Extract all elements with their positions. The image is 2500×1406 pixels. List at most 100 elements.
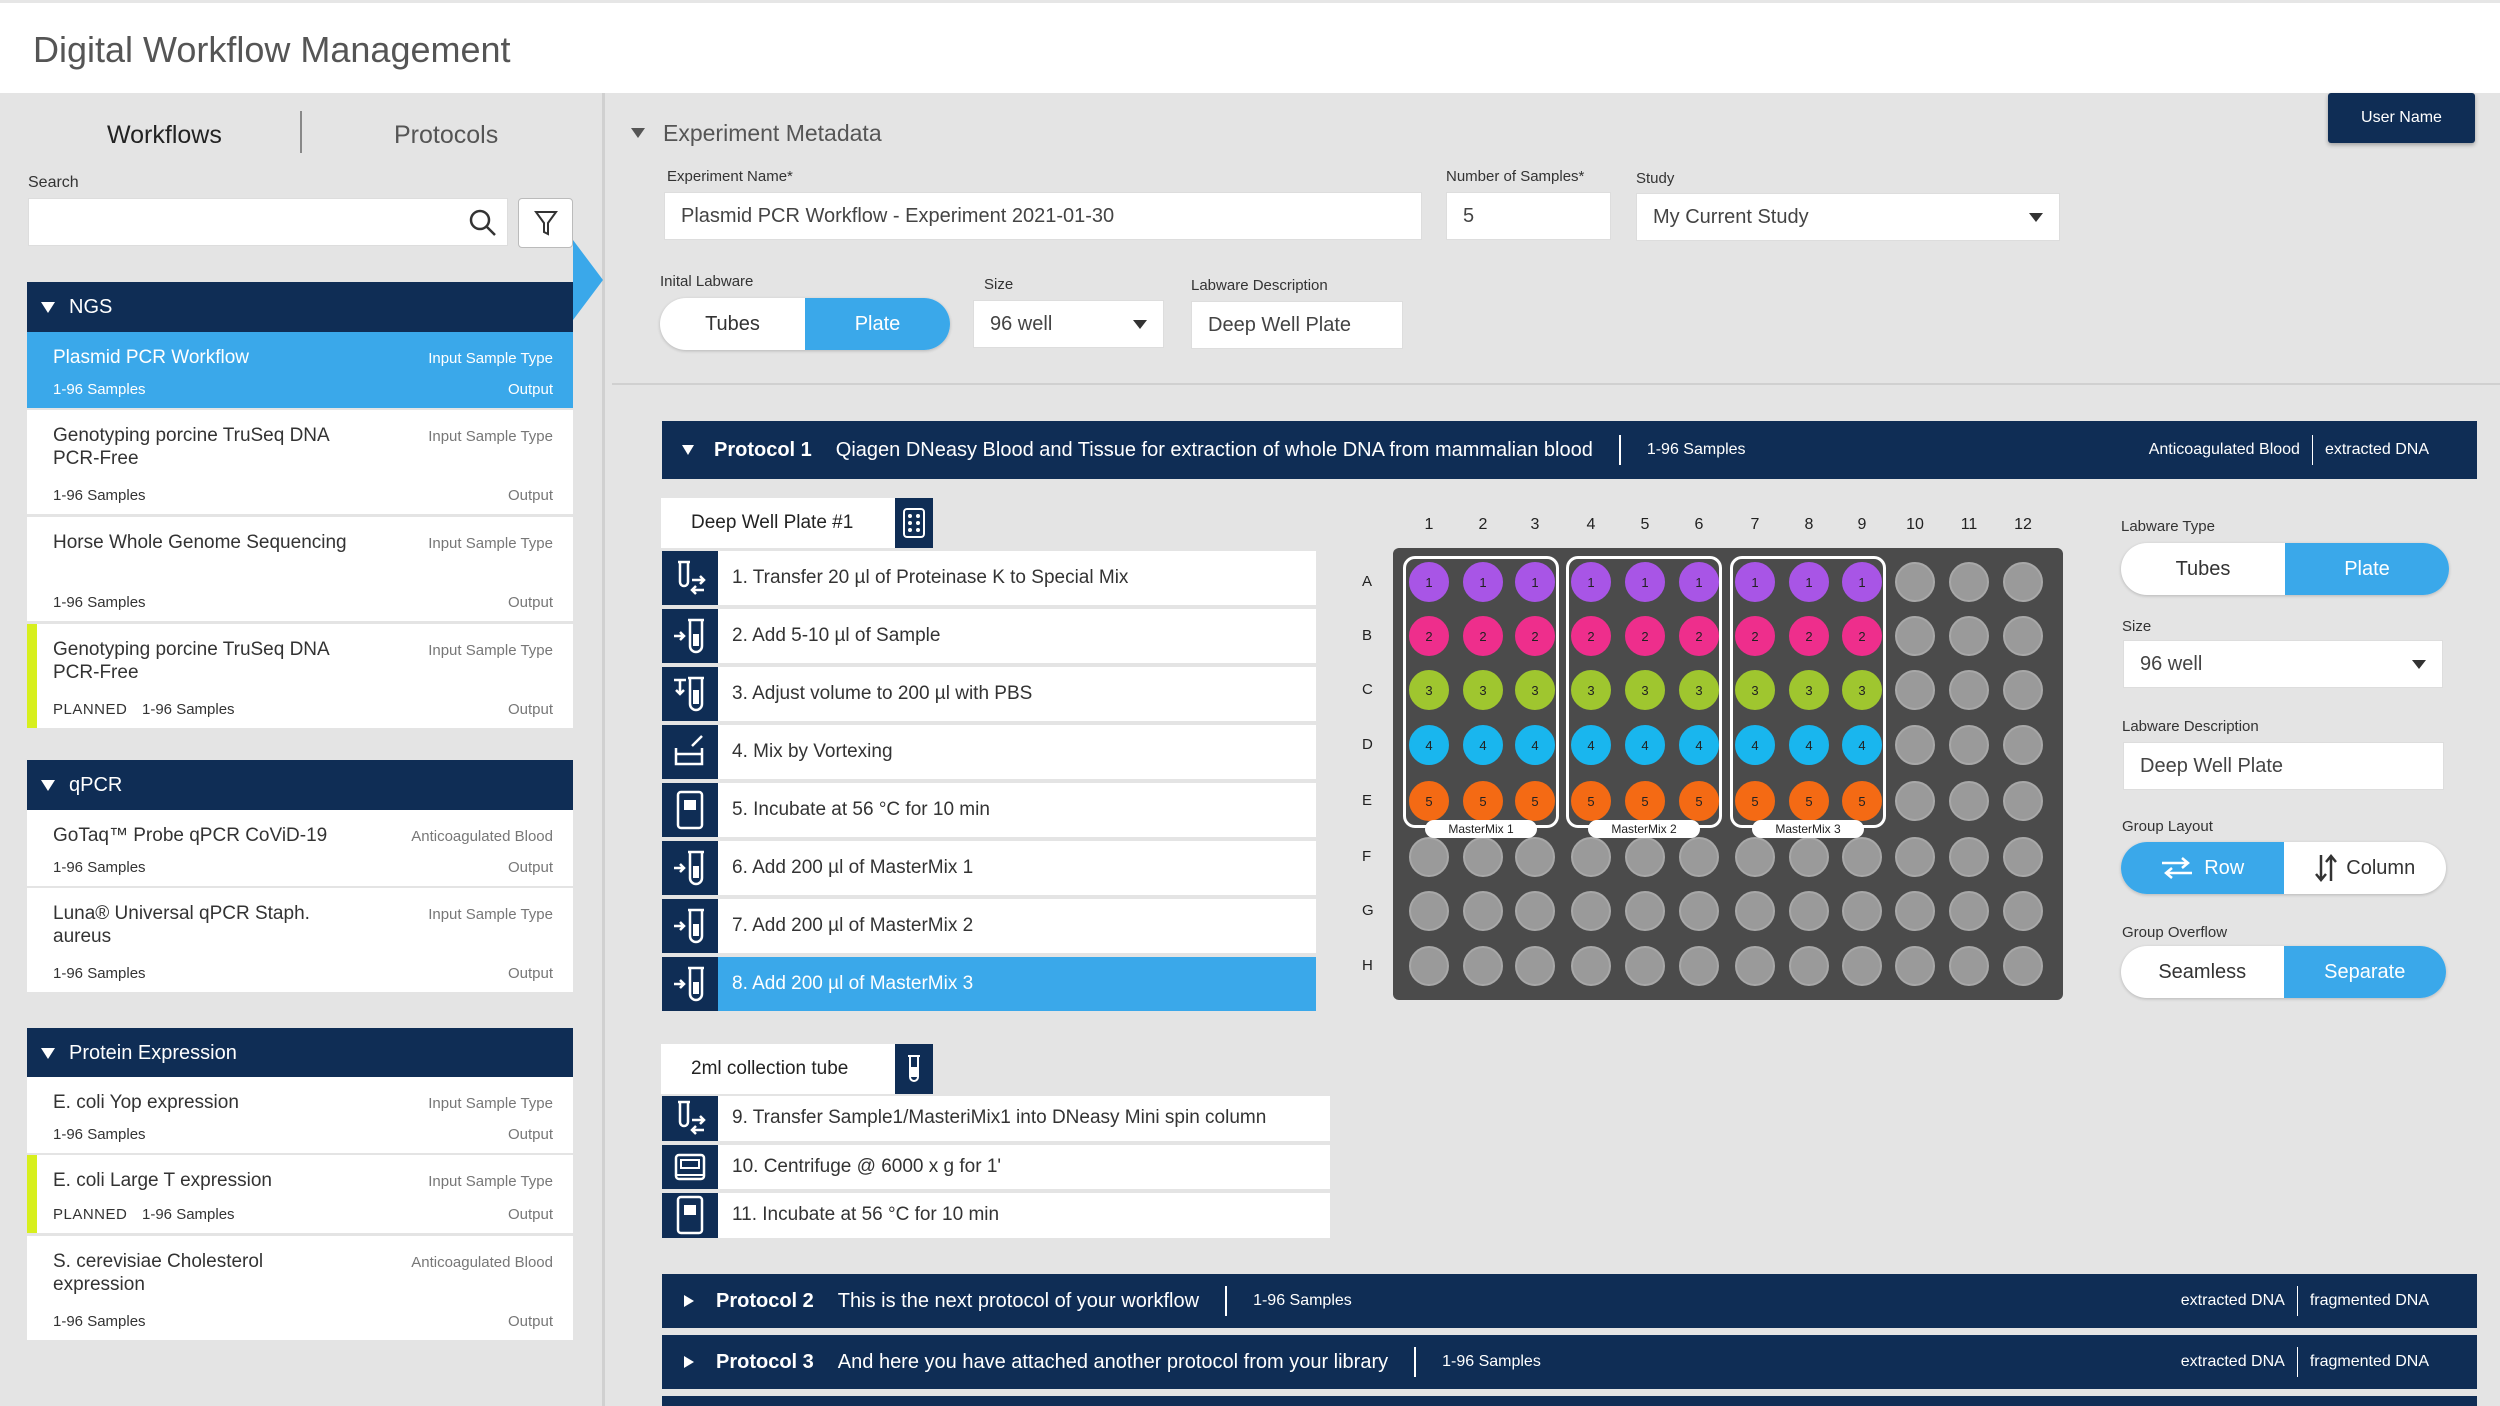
well[interactable]: 4 bbox=[1515, 725, 1555, 765]
search-icon[interactable] bbox=[467, 207, 499, 239]
well[interactable] bbox=[1895, 837, 1935, 877]
well[interactable]: 4 bbox=[1679, 725, 1719, 765]
protocol-step[interactable]: 10. Centrifuge @ 6000 x g for 1' bbox=[662, 1144, 1330, 1189]
well[interactable] bbox=[1735, 891, 1775, 931]
well[interactable] bbox=[2003, 946, 2043, 986]
group-header-2[interactable]: Protein Expression bbox=[27, 1028, 573, 1078]
well[interactable]: 5 bbox=[1842, 781, 1882, 821]
well[interactable]: 5 bbox=[1679, 781, 1719, 821]
well[interactable]: 4 bbox=[1625, 725, 1665, 765]
workflow-card[interactable]: Genotyping porcine TruSeq DNA PCR-Free In… bbox=[27, 624, 573, 728]
well[interactable] bbox=[1463, 946, 1503, 986]
well[interactable] bbox=[1789, 946, 1829, 986]
well[interactable] bbox=[1949, 562, 1989, 602]
well[interactable]: 4 bbox=[1789, 725, 1829, 765]
well[interactable] bbox=[1895, 616, 1935, 656]
well[interactable] bbox=[2003, 781, 2043, 821]
workflow-card[interactable]: Genotyping porcine TruSeq DNA PCR-Free In… bbox=[27, 410, 573, 514]
protocol-step[interactable]: 3. Adjust volume to 200 µl with PBS bbox=[662, 667, 1316, 721]
well[interactable] bbox=[1515, 837, 1555, 877]
well[interactable] bbox=[1409, 837, 1449, 877]
well[interactable] bbox=[1625, 837, 1665, 877]
well[interactable]: 2 bbox=[1735, 616, 1775, 656]
well[interactable]: 3 bbox=[1735, 670, 1775, 710]
well[interactable] bbox=[1842, 837, 1882, 877]
well[interactable] bbox=[2003, 562, 2043, 602]
well[interactable]: 5 bbox=[1515, 781, 1555, 821]
group-layout-toggle[interactable]: Row Column bbox=[2121, 842, 2446, 894]
well[interactable] bbox=[1515, 891, 1555, 931]
well[interactable] bbox=[2003, 891, 2043, 931]
protocol-step[interactable]: 2. Add 5-10 µl of Sample bbox=[662, 609, 1316, 663]
labware-type-tubes[interactable]: Tubes bbox=[2175, 557, 2231, 580]
well[interactable]: 2 bbox=[1842, 616, 1882, 656]
well[interactable]: 2 bbox=[1463, 616, 1503, 656]
well[interactable]: 1 bbox=[1515, 562, 1555, 602]
labware-desc-input[interactable]: Deep Well Plate bbox=[1191, 301, 1403, 349]
group-header-1[interactable]: qPCR bbox=[27, 760, 573, 810]
well[interactable] bbox=[1409, 946, 1449, 986]
well[interactable]: 5 bbox=[1789, 781, 1829, 821]
workflow-card[interactable]: E. coli Large T expression Input Sample T… bbox=[27, 1155, 573, 1233]
well[interactable] bbox=[2003, 670, 2043, 710]
well[interactable]: 3 bbox=[1463, 670, 1503, 710]
labware-collection-tube[interactable]: 2ml collection tube bbox=[661, 1044, 933, 1094]
size-select[interactable]: 96 well bbox=[973, 300, 1164, 348]
well[interactable] bbox=[1515, 946, 1555, 986]
tab-workflows[interactable]: Workflows bbox=[107, 121, 222, 149]
filter-button[interactable] bbox=[518, 198, 573, 248]
protocol-4-header[interactable] bbox=[662, 1396, 2477, 1406]
well[interactable] bbox=[1949, 725, 1989, 765]
group-overflow-toggle[interactable]: Seamless Separate bbox=[2121, 946, 2446, 998]
well[interactable]: 3 bbox=[1515, 670, 1555, 710]
labware-type-toggle[interactable]: Tubes Plate bbox=[2121, 543, 2449, 595]
well[interactable] bbox=[1895, 946, 1935, 986]
study-select[interactable]: My Current Study bbox=[1636, 193, 2060, 241]
collapse-icon[interactable] bbox=[41, 779, 55, 791]
well[interactable]: 4 bbox=[1842, 725, 1882, 765]
workflow-card[interactable]: Horse Whole Genome Sequencing Input Sampl… bbox=[27, 517, 573, 621]
well[interactable] bbox=[1571, 837, 1611, 877]
labware-deep-well-plate[interactable]: Deep Well Plate #1 bbox=[661, 498, 933, 548]
expand-icon[interactable] bbox=[684, 1356, 694, 1368]
well[interactable] bbox=[1735, 837, 1775, 877]
protocol-step[interactable]: 8. Add 200 µl of MasterMix 3 bbox=[662, 957, 1316, 1011]
protocol-step[interactable]: 5. Incubate at 56 °C for 10 min bbox=[662, 783, 1316, 837]
well[interactable] bbox=[1949, 670, 1989, 710]
well[interactable] bbox=[2003, 616, 2043, 656]
panel-size-select[interactable]: 96 well bbox=[2123, 640, 2443, 688]
protocol-step[interactable]: 11. Incubate at 56 °C for 10 min bbox=[662, 1193, 1330, 1238]
protocol-1-header[interactable]: Protocol 1 Qiagen DNeasy Blood and Tissu… bbox=[662, 421, 2477, 479]
expand-icon[interactable] bbox=[684, 1295, 694, 1307]
well[interactable] bbox=[1789, 891, 1829, 931]
well[interactable] bbox=[1735, 946, 1775, 986]
well[interactable]: 4 bbox=[1409, 725, 1449, 765]
collapse-icon[interactable] bbox=[682, 445, 694, 455]
well[interactable]: 3 bbox=[1625, 670, 1665, 710]
well[interactable] bbox=[1463, 837, 1503, 877]
well[interactable] bbox=[1679, 946, 1719, 986]
layout-row-option[interactable]: Row bbox=[2121, 842, 2284, 894]
collapse-metadata-icon[interactable] bbox=[631, 128, 645, 138]
num-samples-input[interactable]: 5 bbox=[1446, 192, 1611, 240]
well[interactable] bbox=[1895, 670, 1935, 710]
well[interactable]: 2 bbox=[1679, 616, 1719, 656]
labware-tubes-option[interactable]: Tubes bbox=[705, 312, 760, 335]
well[interactable]: 1 bbox=[1679, 562, 1719, 602]
well[interactable]: 5 bbox=[1571, 781, 1611, 821]
well[interactable] bbox=[2003, 837, 2043, 877]
well[interactable]: 1 bbox=[1625, 562, 1665, 602]
well[interactable]: 1 bbox=[1735, 562, 1775, 602]
well[interactable]: 1 bbox=[1409, 562, 1449, 602]
protocol-step[interactable]: 9. Transfer Sample1/MasteriMix1 into DNe… bbox=[662, 1096, 1330, 1141]
well[interactable]: 2 bbox=[1625, 616, 1665, 656]
labware-type-plate[interactable]: Plate bbox=[2285, 543, 2449, 595]
well[interactable] bbox=[1895, 725, 1935, 765]
well[interactable]: 1 bbox=[1789, 562, 1829, 602]
well[interactable] bbox=[1949, 891, 1989, 931]
workflow-card[interactable]: Plasmid PCR Workflow Input Sample Type 1-9… bbox=[27, 332, 573, 408]
well[interactable]: 3 bbox=[1571, 670, 1611, 710]
well[interactable] bbox=[1679, 837, 1719, 877]
well[interactable] bbox=[1949, 837, 1989, 877]
well[interactable] bbox=[1789, 837, 1829, 877]
